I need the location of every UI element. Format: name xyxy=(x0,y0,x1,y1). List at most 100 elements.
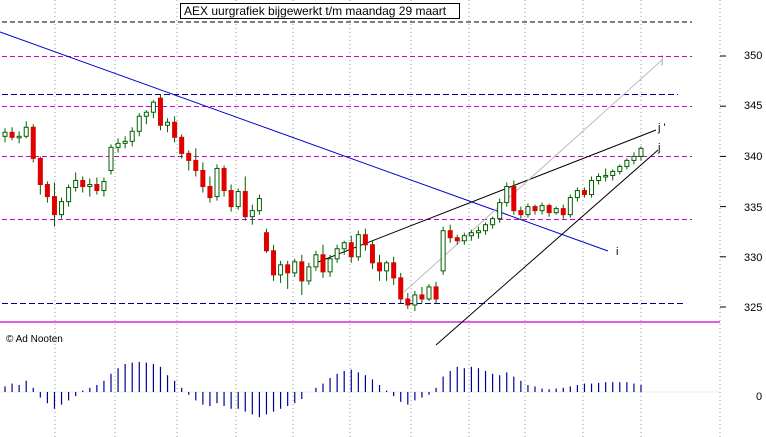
upper-channel-line xyxy=(317,129,657,263)
candle-down xyxy=(405,298,411,306)
candle-up xyxy=(59,201,65,216)
candle-up xyxy=(461,235,467,242)
candle-up xyxy=(334,248,340,260)
candle-up xyxy=(567,197,573,216)
candle-up xyxy=(596,175,602,181)
candle-up xyxy=(143,111,149,117)
candle-up xyxy=(412,294,418,306)
oscillator-histogram xyxy=(0,361,720,418)
candle-down xyxy=(94,184,100,192)
chart-title: AEX uurgrafiek bijgewerkt t/m maandag 29… xyxy=(184,4,447,18)
candle-up xyxy=(440,230,446,272)
candle-up xyxy=(278,264,284,276)
y-tick-label: 345 xyxy=(744,100,762,112)
candle-up xyxy=(150,101,156,113)
candle-down xyxy=(179,136,185,154)
grey-parallel-line xyxy=(403,59,663,293)
candle-down xyxy=(369,244,375,264)
candle-up xyxy=(638,147,644,157)
candle-up xyxy=(73,179,79,189)
y-tick-label: 325 xyxy=(744,302,762,314)
candle-down xyxy=(362,234,368,246)
candle-down xyxy=(193,159,199,171)
candle-up xyxy=(23,126,29,137)
candle-down xyxy=(391,262,397,279)
candle-up xyxy=(525,206,531,216)
candle-down xyxy=(221,167,227,192)
candle-up xyxy=(589,179,595,196)
candle-down xyxy=(398,277,404,300)
candle-down xyxy=(157,97,163,126)
candle-up xyxy=(341,242,347,250)
chart-title-box xyxy=(180,3,460,19)
candle-down xyxy=(80,179,86,188)
candle-down xyxy=(263,232,269,252)
candle-down xyxy=(9,131,15,138)
candle-up xyxy=(108,146,114,171)
candle-down xyxy=(172,121,178,138)
candle-up xyxy=(384,262,390,272)
candle-down xyxy=(207,186,213,199)
blue-downtrend-line xyxy=(0,31,609,252)
candle-up xyxy=(468,232,474,237)
candle-up xyxy=(553,208,559,214)
candle-up xyxy=(129,130,135,142)
lower-channel-line xyxy=(435,149,659,346)
y-tick-label: 330 xyxy=(744,252,762,264)
candle-down xyxy=(419,294,425,300)
candle-up xyxy=(497,202,503,220)
candle-down xyxy=(518,210,524,216)
candle-down xyxy=(186,152,192,161)
annotation-label: j xyxy=(660,54,663,66)
candle-up xyxy=(490,218,496,226)
candle-down xyxy=(271,250,277,276)
candle-up xyxy=(313,254,319,268)
candle-down xyxy=(51,196,57,216)
candle-up xyxy=(122,140,128,144)
candle-down xyxy=(228,190,234,208)
candle-down xyxy=(200,169,206,188)
candle-up xyxy=(256,198,262,212)
y-tick-label: 350 xyxy=(744,50,762,62)
candle-up xyxy=(574,190,580,199)
candle-up xyxy=(624,159,630,167)
candle-up xyxy=(539,205,545,212)
candle-down xyxy=(532,206,538,212)
candle-up xyxy=(617,165,623,172)
y-axis: 350 345 340 335 330 325 0 xyxy=(744,50,762,403)
annotations: j ' j i j xyxy=(616,54,666,258)
candle-down xyxy=(285,264,291,274)
candle-up xyxy=(504,186,510,204)
osc-tick-label: 0 xyxy=(756,391,762,403)
trend-lines xyxy=(0,31,663,346)
annotation-label: j xyxy=(657,142,660,154)
candle-down xyxy=(37,157,43,186)
candle-down xyxy=(581,190,587,196)
y-tick-label: 335 xyxy=(744,202,762,214)
candle-down xyxy=(546,205,552,214)
candle-up xyxy=(475,230,481,234)
candle-down xyxy=(447,230,453,239)
candle-down xyxy=(433,286,439,300)
annotation-label: j ' xyxy=(657,122,666,134)
y-tick-label: 340 xyxy=(744,151,762,163)
annotation-label: i xyxy=(616,246,618,258)
candle-up xyxy=(355,234,361,258)
candle-up xyxy=(610,170,616,176)
candle-up xyxy=(115,142,121,148)
candle-up xyxy=(214,167,220,198)
candle-down xyxy=(320,254,326,273)
chart-credit: © Ad Nooten xyxy=(6,334,63,345)
candle-up xyxy=(249,210,255,218)
candle-up xyxy=(165,121,171,126)
candle-down xyxy=(560,208,566,216)
candle-down xyxy=(44,184,50,198)
candle-down xyxy=(454,237,460,242)
candle-up xyxy=(235,191,241,208)
candle-down xyxy=(242,191,248,218)
candle-up xyxy=(136,115,142,132)
candlestick-series xyxy=(2,94,644,312)
candle-up xyxy=(66,187,72,203)
candle-down xyxy=(299,261,305,282)
